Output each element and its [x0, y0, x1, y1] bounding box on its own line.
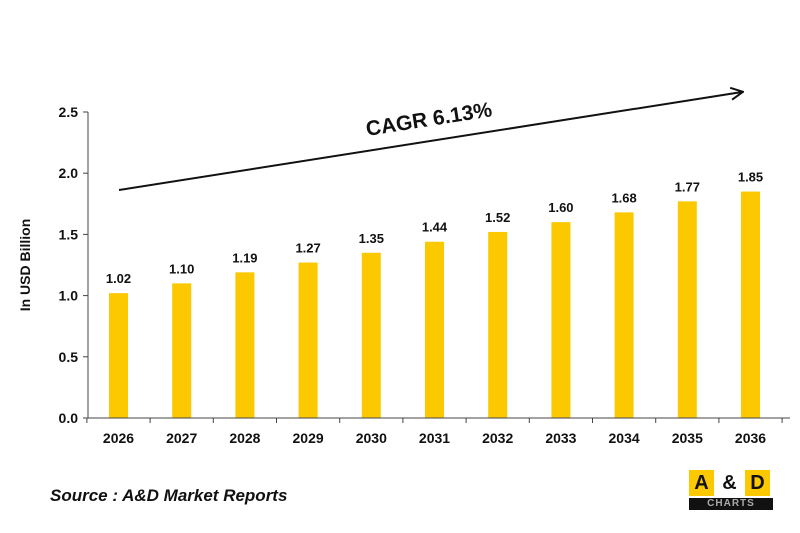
y-axis: 0.0 0.5 1.0 1.5 2.0 2.5: [59, 104, 89, 426]
logo-subtext: CHARTS: [689, 498, 773, 510]
y-tick-label: 2.0: [59, 165, 79, 181]
bar-2031: [425, 241, 444, 418]
data-label-2029: 1.27: [295, 241, 320, 256]
cagr-arrow: [118, 92, 742, 191]
source-note: Source : A&D Market Reports: [50, 486, 288, 505]
x-tick-label-2031: 2031: [419, 430, 450, 446]
logo-ampersand: &: [717, 470, 742, 496]
data-label-2026: 1.02: [106, 271, 131, 286]
y-tick-label: 2.5: [59, 104, 79, 120]
bar-2033: [551, 222, 571, 418]
bar-chart: In USD Billion 0.00.51.01.52.02.5 1.021.…: [17, 0, 790, 446]
x-tick-label-2026: 2026: [103, 430, 134, 446]
x-tick-label-2030: 2030: [356, 430, 387, 446]
data-label-2036: 1.85: [738, 170, 763, 185]
data-label-2030: 1.35: [359, 231, 384, 246]
data-label-2031: 1.44: [422, 220, 448, 235]
bar-2034: [614, 212, 634, 418]
ad-logo: A & D CHARTS: [689, 470, 773, 510]
y-axis-label: In USD Billion: [17, 219, 33, 312]
logo-letter-a: A: [689, 470, 714, 496]
bar-2032: [488, 231, 508, 418]
bar-2027: [172, 283, 192, 418]
x-tick-label-2036: 2036: [735, 430, 766, 446]
data-label-2028: 1.19: [232, 250, 257, 265]
y-tick-label: 1.5: [59, 226, 79, 242]
x-tick-label-2035: 2035: [672, 430, 703, 446]
x-tick-label-2033: 2033: [545, 430, 576, 446]
data-label-2035: 1.77: [675, 179, 700, 194]
bar-2036: [741, 191, 760, 418]
x-tick-label-2028: 2028: [229, 430, 260, 446]
x-axis: 2026 2027 2028 2029 2030 2031 2032 2033 2034 2035…: [86, 417, 790, 446]
bar-2030: [361, 252, 381, 418]
y-tick-label: 0.5: [59, 349, 79, 365]
bar-2029: [298, 262, 318, 418]
data-label-2033: 1.60: [548, 200, 573, 215]
bars: 1.02 1.10 1.19 1.27 1.35 1.44 1.52 1.60 1.68 1.77…: [106, 170, 763, 418]
logo-letter-d: D: [745, 470, 770, 496]
bar-2035: [677, 201, 697, 418]
x-tick-label-2034: 2034: [609, 430, 640, 446]
bar-2026: [109, 293, 128, 418]
y-tick-label: 0.0: [59, 410, 79, 426]
data-label-2034: 1.68: [611, 190, 636, 205]
data-label-2027: 1.10: [169, 261, 194, 276]
x-tick-label-2027: 2027: [166, 430, 197, 446]
bar-2028: [235, 272, 255, 418]
data-label-2032: 1.52: [485, 210, 510, 225]
x-tick-label-2029: 2029: [293, 430, 324, 446]
y-tick-label: 1.0: [59, 288, 79, 304]
x-tick-label-2032: 2032: [482, 430, 513, 446]
